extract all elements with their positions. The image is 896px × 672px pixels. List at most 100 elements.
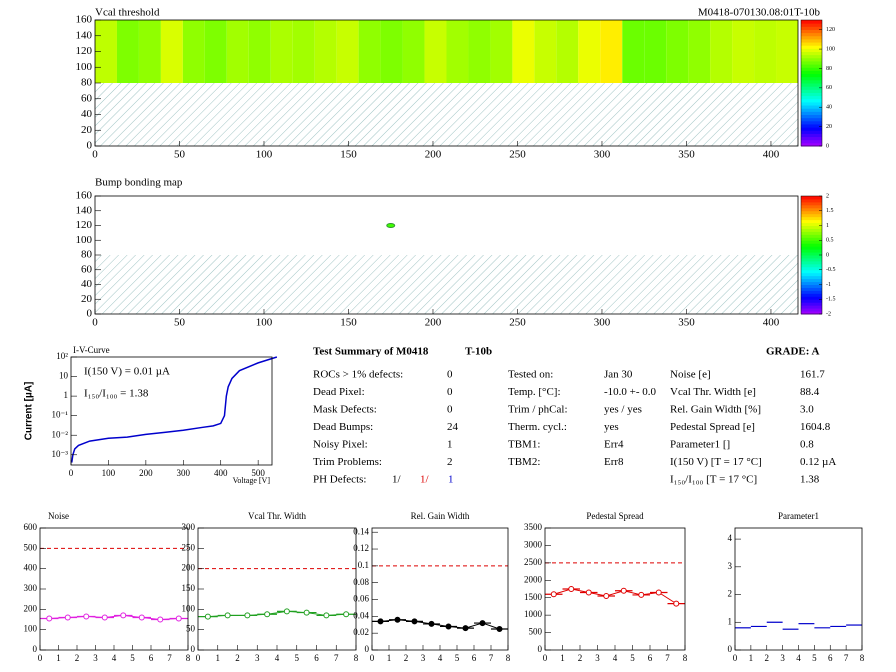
colorbar-label: -1 (826, 282, 831, 288)
colorbar-step (801, 51, 822, 56)
colorbar-step (801, 98, 822, 103)
x-tick-label: 8 (186, 653, 191, 663)
colorbar-step (801, 123, 822, 128)
colorbar-step (801, 237, 822, 241)
colorbar-step (801, 201, 822, 206)
y-tick-label: 20 (81, 124, 93, 136)
x-tick-label: 400 (763, 149, 780, 161)
heat-cell (292, 20, 315, 83)
marker (343, 611, 350, 618)
y-tick-label: 2000 (524, 574, 543, 584)
colorbar-label: 100 (826, 46, 835, 52)
x-tick-label: 7 (665, 653, 670, 663)
summary-value: 0.12 µA (800, 456, 836, 468)
heat-cell (556, 20, 579, 83)
y-tick-label: 10⁻² (52, 429, 69, 439)
x-tick-label: 1 (560, 653, 565, 663)
chart-title: Pedestal Spread (586, 511, 644, 521)
heat-cell (336, 20, 359, 83)
y-tick-label: 20 (81, 293, 93, 305)
summary-value: 1/ (420, 474, 430, 486)
heat-cell (732, 20, 755, 83)
y-tick-label: 500 (24, 542, 38, 552)
plot-frame (39, 527, 189, 651)
colorbar-step (801, 231, 822, 235)
marker (83, 613, 90, 620)
x-tick-label: 1 (216, 653, 221, 663)
y-tick-label: 0 (87, 308, 93, 320)
y-tick-label: 10⁻¹ (52, 410, 69, 420)
colorbar-step (801, 79, 822, 84)
y-tick-label: 50 (186, 624, 196, 634)
x-tick-label: 50 (174, 317, 186, 329)
x-tick-label: 6 (149, 653, 154, 663)
colorbar-step (801, 142, 822, 147)
colorbar-step (801, 108, 822, 112)
heat-cell (754, 20, 777, 83)
colorbar-step (801, 234, 822, 238)
x-tick-label: 3 (780, 653, 785, 663)
heat-cell (226, 20, 249, 83)
summary-value: Err4 (604, 439, 624, 451)
colorbar-step (801, 70, 822, 75)
x-tick-label: 0 (92, 317, 98, 329)
heat-cell (314, 20, 337, 83)
colorbar-label: 120 (826, 27, 835, 33)
x-tick-label: 7 (334, 653, 339, 663)
colorbar-step (801, 302, 822, 306)
annotation: I(150 V) = 0.01 µA (84, 366, 170, 378)
summary-label: I(150 V) [T = 17 °C] (670, 456, 762, 468)
plot-frame (734, 527, 863, 651)
x-tick-label: 0 (38, 653, 43, 663)
colorbar-step (801, 243, 822, 247)
y-tick-label: 10² (56, 351, 68, 361)
colorbar-label: 2 (826, 193, 829, 199)
y-tick-label: 10 (59, 371, 69, 381)
x-tick-label: 250 (509, 149, 526, 161)
heat-point (386, 223, 396, 228)
x-tick-label: 400 (763, 317, 780, 329)
summary-value: Jan 30 (604, 369, 633, 381)
y-tick-label: 100 (182, 603, 196, 613)
y-tick-label: 0 (87, 140, 93, 152)
colorbar-label: 0.5 (826, 238, 834, 244)
summary-label: I₁₅₀/I₁₀₀ [T = 17 °C] (670, 474, 757, 486)
summary-label: Mask Defects: (313, 404, 377, 416)
x-tick-label: 400 (214, 468, 228, 478)
marker (46, 615, 53, 622)
marker (323, 612, 330, 619)
heat-cell (468, 20, 491, 83)
y-tick-label: 1 (64, 390, 69, 400)
summary-label: TBM1: (508, 439, 540, 451)
colorbar-step (801, 26, 822, 30)
marker (603, 592, 610, 599)
x-tick-label: 500 (251, 468, 265, 478)
chart-title: Noise (48, 511, 69, 521)
x-tick-label: 5 (812, 653, 817, 663)
x-tick-label: 7 (167, 653, 172, 663)
y-tick-label: 2500 (524, 557, 543, 567)
summary-value: 1 (448, 474, 454, 486)
x-tick-label: 5 (295, 653, 300, 663)
x-tick-label: 150 (340, 149, 357, 161)
x-tick-label: 0 (370, 653, 375, 663)
summary-value: 1 (447, 439, 453, 451)
colorbar-step (801, 48, 822, 52)
y-tick-label: 120 (76, 45, 93, 57)
x-tick-label: 8 (506, 653, 511, 663)
y-tick-label: 60 (81, 263, 93, 275)
marker (64, 614, 71, 621)
plot-frame (371, 527, 509, 651)
summary-label: Temp. [°C]: (508, 386, 561, 398)
summary-value: 0 (447, 386, 453, 398)
missing-region (95, 255, 798, 314)
plot-frame (70, 356, 273, 466)
heat-cell (534, 20, 557, 83)
heat-cell (138, 20, 161, 83)
colorbar-step (801, 311, 822, 315)
y-tick-label: 4 (728, 533, 733, 543)
heat-cell (182, 20, 205, 83)
y-tick-label: 0 (33, 644, 38, 654)
x-tick-label: 1 (387, 653, 392, 663)
chart-title: Vcal threshold (95, 7, 160, 19)
